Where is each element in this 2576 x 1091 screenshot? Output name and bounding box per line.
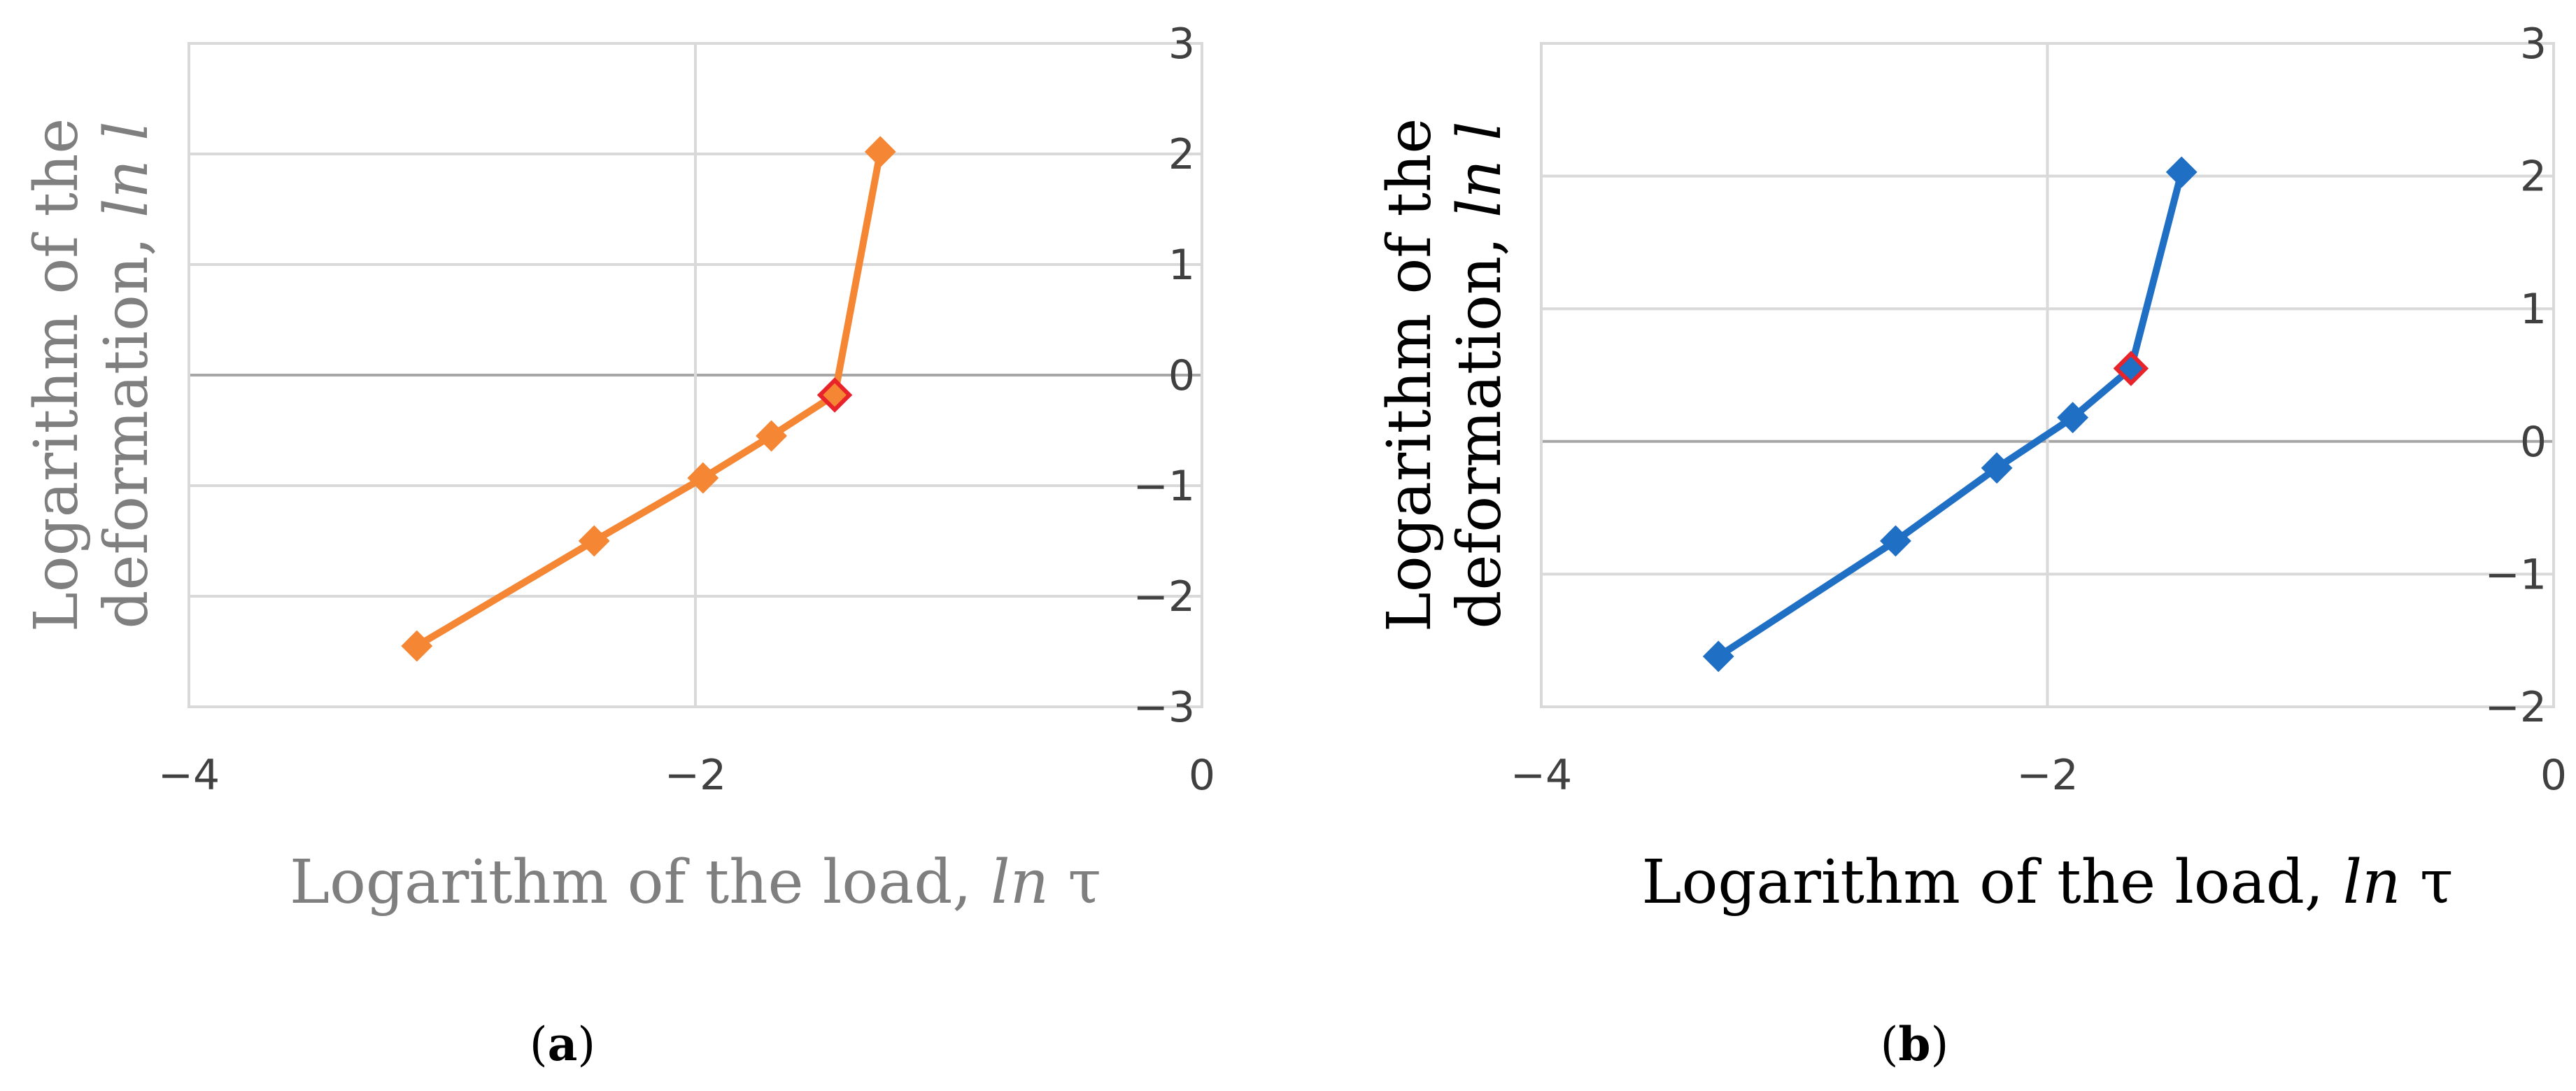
x-axis-title-symbol: τ	[2401, 847, 2454, 917]
y-tick-label: 1	[1168, 241, 1195, 290]
panel-label: a	[548, 1017, 578, 1071]
x-axis-title-text: Logarithm of the load,	[290, 847, 991, 917]
y-axis-title-italic: ln l	[1445, 121, 1515, 218]
y-tick-label: −1	[2485, 550, 2547, 599]
x-tick-label: 0	[2540, 751, 2567, 800]
y-tick-label: −1	[1133, 462, 1195, 511]
y-tick-label: 3	[1168, 20, 1195, 69]
series-line	[1715, 168, 2186, 660]
x-axis-title: Logarithm of the load, ln τ	[1642, 847, 2454, 917]
chart-panel-a: −3 −2 −1 0 1 2 3 −4 −2 0 Logarithm of thedeformati…	[22, 20, 1215, 1071]
data-point	[687, 462, 719, 494]
y-tick-label: 0	[2520, 418, 2547, 467]
x-axis-title-text: Logarithm of the load,	[1642, 847, 2343, 917]
y-tick-label: −2	[2485, 683, 2547, 732]
x-tick-label: −4	[158, 751, 220, 800]
data-point	[2165, 156, 2198, 188]
y-tick-label: 2	[2520, 153, 2547, 202]
panel-caption: (a)	[530, 1017, 595, 1071]
y-tick-label: 0	[1168, 351, 1195, 400]
y-axis-title-italic: ln l	[92, 121, 162, 218]
data-point	[578, 525, 610, 557]
x-tick-label: 0	[1189, 751, 1215, 800]
data-point	[2057, 402, 2089, 434]
data-point	[1981, 452, 2013, 484]
y-axis-title: Logarithm of thedeformation, ln l	[1375, 118, 1515, 632]
y-axis-title: Logarithm of thedeformation, ln l	[22, 118, 162, 632]
y-axis-title-line1: Logarithm of the	[22, 118, 92, 632]
y-tick-label: −3	[1133, 683, 1195, 732]
y-axis-title-line1: Logarithm of the	[1375, 118, 1445, 632]
y-tick-label: 2	[1168, 130, 1195, 179]
series-line	[413, 148, 884, 650]
x-axis-title-italic: ln	[991, 847, 1049, 917]
data-point	[756, 420, 788, 452]
chart-panel-b: −2 −1 0 1 2 3 −4 −2 0 Logarithm of thedeformation…	[1375, 20, 2567, 1071]
highlighted-data-point	[816, 377, 853, 413]
y-tick-label: 1	[2520, 285, 2547, 334]
panel-label: b	[1898, 1017, 1930, 1071]
panel-caption: (b)	[1881, 1017, 1949, 1071]
y-tick-label: −2	[1133, 572, 1195, 621]
y-axis-title-line2: deformation,	[92, 218, 162, 628]
data-point	[864, 136, 896, 168]
x-tick-label: −2	[665, 751, 726, 800]
y-tick-label: 3	[2520, 20, 2547, 69]
data-point	[1702, 640, 1734, 673]
highlighted-data-point	[2113, 351, 2149, 386]
x-axis-title-symbol: τ	[1049, 847, 1101, 917]
x-tick-label: −2	[2016, 751, 2078, 800]
data-point	[401, 630, 433, 662]
x-tick-label: −4	[1510, 751, 1572, 800]
data-point	[1880, 525, 1911, 557]
x-axis-title: Logarithm of the load, ln τ	[290, 847, 1101, 917]
y-axis-title-line2: deformation,	[1445, 218, 1515, 628]
x-axis-title-italic: ln	[2343, 847, 2401, 917]
